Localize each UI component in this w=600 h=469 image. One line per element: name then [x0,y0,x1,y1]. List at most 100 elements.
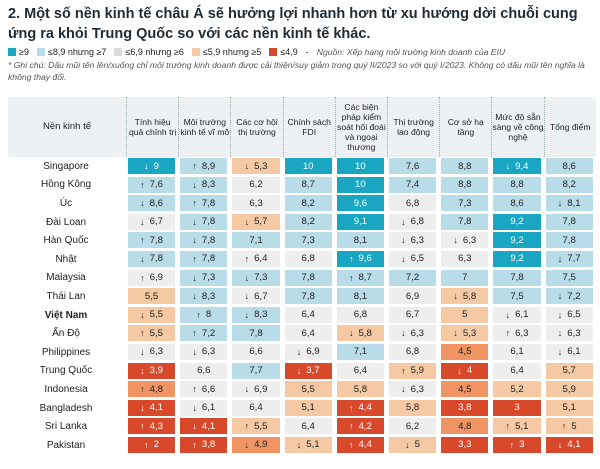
table-row: Việt Nam ↓ 5,5 ↑ 8 ↓ 8,3 6,4 6,8 6,7 5 ↓ 6,1 ↓ 6,5 [8,306,595,325]
table-row: Thái Lan 5,5 ↓ 8,3 ↓ 6,7 7,8 8,1 6,9 ↓ 5,8 7,5 ↓ 7,2 [8,287,595,306]
score-value: 8 [205,309,212,321]
arrow-down-icon: ↓ [557,328,563,339]
arrow-down-icon: ↓ [505,309,511,320]
row-header-label: Nền kinh tế [8,97,126,157]
score-value: 8,6 [562,160,576,172]
score-value: 6,1 [567,346,581,358]
score-cell: 7,4 [389,176,437,193]
score-value: 7,8 [201,253,216,265]
score-cell: 4,8 [441,418,489,435]
arrow-down-icon: ↓ [348,328,354,339]
score-cell: ↓ 7,7 [545,250,593,267]
table-row: Bangladesh ↓ 4,1 ↓ 6,1 6,4 5,1 ↑ 4,4 5,8 3,8 3 5,1 [8,399,595,418]
arrow-up-icon: ↑ [348,402,354,413]
score-value: 5,5 [149,309,164,321]
score-value: 6,8 [353,309,368,321]
score-value: 5,9 [562,383,576,395]
score-value: 8,1 [353,234,368,246]
country-label: Indonesia [44,383,88,395]
score-cell: ↓ 4,1 [545,436,593,453]
score-cell: ↑ 7,8 [180,250,228,267]
score-cell: ↓ 6,3 [389,381,437,398]
arrow-up-icon: ↑ [196,309,201,320]
score-value: 7 [462,272,468,284]
table-row: Hồng Kông ↑ 7,6 ↓ 8,3 6,2 8,7 10 7,4 8,8 8,8 8,2 [8,176,595,195]
score-cell: ↓ 3,9 [128,362,176,379]
score-value: 6,8 [301,253,315,265]
score-value: 6,2 [405,420,420,432]
score-table: Nền kinh tế Tính hiệu quả chính trị Môi tr… [8,97,596,455]
score-cell: 10 [336,158,384,174]
score-cell: ↓ 9 [128,158,176,174]
arrow-up-icon: ↑ [192,384,197,395]
arrow-down-icon: ↓ [140,402,145,413]
legend-swatch [191,47,200,56]
score-cell: ↓ 6,7 [232,288,280,305]
arrow-down-icon: ↓ [296,346,302,357]
arrow-down-icon: ↓ [457,365,462,376]
arrow-up-icon: ↑ [144,439,149,450]
score-cell: 8,1 [336,288,384,305]
score-cell: 6,7 [389,306,437,323]
score-cell: ↓ 7,2 [545,288,593,305]
arrow-up-icon: ↑ [505,421,511,432]
score-cell: 6,4 [232,399,280,416]
score-cell: ↑ 5,5 [232,418,280,435]
score-cell: 9,2 [493,232,541,249]
score-value: 5 [462,309,468,321]
score-cell: 4,5 [441,343,489,360]
score-value: 6,3 [567,327,581,339]
score-value: 6,1 [510,346,524,358]
score-cell: ↑ 8,9 [180,158,228,174]
score-value: 7,3 [458,197,472,209]
score-value: 6,3 [201,346,216,358]
score-cell: 7,3 [284,232,332,249]
score-value: 6,7 [254,290,268,302]
score-value: 7,2 [201,327,216,339]
score-value: 7,5 [562,272,576,284]
column-header: Các cơ hội thị trường [230,97,283,157]
score-cell: 5,8 [336,381,384,398]
score-cell: ↓ 6,3 [180,343,228,360]
legend: ≥9 ≤8,9 nhưng ≥7 ≤6,9 nhưng ≥6 ≤5,9 nhưn… [8,45,598,58]
score-value: 6,4 [510,365,524,377]
arrow-down-icon: ↓ [140,365,145,376]
score-cell: 10 [336,176,384,193]
country-label: Singapore [43,160,89,172]
score-value: 7,8 [201,216,216,228]
score-cell: ↓ 9,4 [493,158,541,174]
score-value: 9,1 [353,216,368,228]
score-cell: 8,2 [284,213,332,230]
arrow-up-icon: ↑ [192,328,197,339]
score-cell: 5,2 [493,381,541,398]
score-cell: 8,6 [493,195,541,212]
score-value: 10 [355,160,366,172]
score-value: 7,6 [405,160,420,172]
score-value: 2 [153,439,160,451]
score-value: 7,3 [254,272,268,284]
score-value: 6,6 [197,365,211,377]
score-value: 7,8 [249,327,263,339]
legend-label: ≤4,9 [280,46,298,57]
arrow-down-icon: ↓ [453,328,458,339]
score-cell: ↑ 5 [545,418,593,435]
score-value: 4,9 [254,439,268,451]
column-header: Các biện pháp kiểm soát hối đoái và ngoạ… [334,97,387,157]
column-header: Cơ sở hạ tầng [439,97,492,157]
country-label: Philippines [41,346,91,358]
legend-item-peach: ≤5,9 nhưng ≥5 [191,47,261,57]
score-value: 3,8 [201,439,216,451]
arrow-down-icon: ↓ [296,439,302,450]
score-value: 8,9 [201,160,216,172]
score-cell: 7,8 [284,269,332,286]
arrow-down-icon: ↓ [401,253,406,264]
score-value: 6,9 [306,346,320,358]
arrow-down-icon: ↓ [401,328,406,339]
column-header: Môi trường kinh tế vĩ mô [178,97,231,157]
legend-swatch [36,47,45,56]
arrow-up-icon: ↑ [192,198,197,209]
column-header: Thị trường lao động [387,97,440,157]
table-row: Pakistan ↑ 2 ↑ 3,8 ↓ 4,9 ↓ 5,1 ↑ 4,4 ↓ 5 3,3 ↑ 3 ↓ 4,1 [8,436,595,455]
score-cell: 10 [284,158,332,174]
score-value: 10 [302,160,314,172]
